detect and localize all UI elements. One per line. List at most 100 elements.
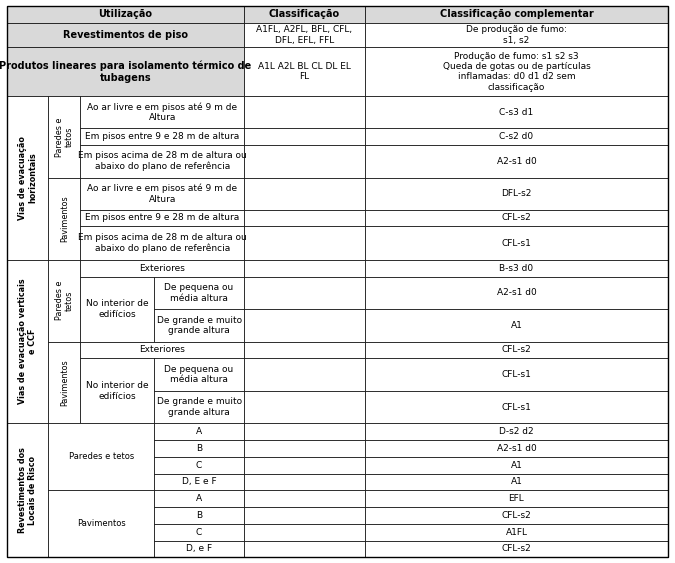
Bar xyxy=(364,23,668,47)
Text: A1L A2L BL CL DL EL
FL: A1L A2L BL CL DL EL FL xyxy=(258,62,351,81)
Bar xyxy=(154,507,244,524)
Text: CFL-s2: CFL-s2 xyxy=(502,346,531,355)
Bar xyxy=(244,96,364,128)
Text: Utilização: Utilização xyxy=(99,10,153,20)
Bar xyxy=(244,309,364,342)
Text: CFL-s1: CFL-s1 xyxy=(502,370,531,379)
Bar xyxy=(364,358,668,391)
Bar xyxy=(364,540,668,557)
Text: Revestimentos dos
Locais de Risco: Revestimentos dos Locais de Risco xyxy=(18,448,37,533)
Text: A1: A1 xyxy=(510,321,522,330)
Text: CFL-s1: CFL-s1 xyxy=(502,239,531,248)
Bar xyxy=(364,226,668,260)
Text: Em pisos entre 9 e 28 m de altura: Em pisos entre 9 e 28 m de altura xyxy=(85,213,240,222)
Bar xyxy=(364,457,668,473)
Bar xyxy=(80,276,154,342)
Text: A: A xyxy=(196,494,202,503)
Text: Paredes e tetos: Paredes e tetos xyxy=(69,453,134,461)
Text: Revestimentos de piso: Revestimentos de piso xyxy=(63,30,188,40)
Text: Em pisos acima de 28 m de altura ou
abaixo do plano de referência: Em pisos acima de 28 m de altura ou abai… xyxy=(78,233,246,253)
Text: Paredes e
tetos: Paredes e tetos xyxy=(55,281,74,320)
Bar xyxy=(364,209,668,226)
Text: B: B xyxy=(196,444,202,453)
Bar xyxy=(364,524,668,540)
Bar xyxy=(244,6,364,23)
Bar xyxy=(244,226,364,260)
Bar xyxy=(364,47,668,96)
Bar xyxy=(364,507,668,524)
Bar xyxy=(49,178,80,260)
Bar xyxy=(49,490,154,557)
Text: No interior de
edifícios: No interior de edifícios xyxy=(86,381,148,400)
Bar xyxy=(364,128,668,145)
Text: Exteriores: Exteriores xyxy=(139,346,185,355)
Text: EFL: EFL xyxy=(508,494,524,503)
Text: A2-s1 d0: A2-s1 d0 xyxy=(497,157,537,166)
Text: De produção de fumo:
s1, s2: De produção de fumo: s1, s2 xyxy=(466,25,567,45)
Bar xyxy=(364,423,668,440)
Bar xyxy=(80,260,244,276)
Bar xyxy=(244,260,364,276)
Bar xyxy=(364,145,668,178)
Bar xyxy=(244,358,364,391)
Text: A1FL: A1FL xyxy=(506,528,527,537)
Bar xyxy=(80,342,244,358)
Bar xyxy=(364,178,668,209)
Text: De grande e muito
grande altura: De grande e muito grande altura xyxy=(157,397,242,417)
Bar xyxy=(80,96,244,128)
Text: D-s2 d2: D-s2 d2 xyxy=(499,427,534,436)
Bar xyxy=(364,490,668,507)
Text: Em pisos acima de 28 m de altura ou
abaixo do plano de referência: Em pisos acima de 28 m de altura ou abai… xyxy=(78,151,246,171)
Text: B-s3 d0: B-s3 d0 xyxy=(500,263,533,272)
Text: Ao ar livre e em pisos até 9 m de
Altura: Ao ar livre e em pisos até 9 m de Altura xyxy=(87,184,238,204)
Bar xyxy=(244,490,364,507)
Text: Classificação: Classificação xyxy=(269,10,340,20)
Bar xyxy=(80,145,244,178)
Text: Vias de evacuação
horizontais: Vias de evacuação horizontais xyxy=(18,136,37,220)
Text: Em pisos entre 9 e 28 m de altura: Em pisos entre 9 e 28 m de altura xyxy=(85,132,240,141)
Bar xyxy=(154,358,244,391)
Bar xyxy=(7,96,49,260)
Bar xyxy=(154,473,244,490)
Bar xyxy=(244,457,364,473)
Text: CFL-s1: CFL-s1 xyxy=(502,403,531,412)
Bar xyxy=(244,473,364,490)
Text: CFL-s2: CFL-s2 xyxy=(502,511,531,520)
Bar xyxy=(49,342,80,423)
Text: A1: A1 xyxy=(510,477,522,486)
Bar xyxy=(7,6,244,23)
Text: B: B xyxy=(196,511,202,520)
Text: C-s3 d1: C-s3 d1 xyxy=(500,108,533,117)
Bar xyxy=(244,23,364,47)
Text: A1FL, A2FL, BFL, CFL,
DFL, EFL, FFL: A1FL, A2FL, BFL, CFL, DFL, EFL, FFL xyxy=(256,25,352,45)
Bar xyxy=(80,178,244,209)
Bar xyxy=(364,391,668,423)
Text: Classificação complementar: Classificação complementar xyxy=(439,10,593,20)
Bar xyxy=(244,540,364,557)
Bar xyxy=(154,276,244,309)
Bar xyxy=(244,391,364,423)
Bar xyxy=(154,540,244,557)
Bar xyxy=(80,226,244,260)
Bar xyxy=(154,440,244,457)
Bar xyxy=(364,309,668,342)
Text: DFL-s2: DFL-s2 xyxy=(502,189,532,198)
Bar xyxy=(154,423,244,440)
Bar xyxy=(49,96,80,178)
Bar xyxy=(364,440,668,457)
Text: D, e F: D, e F xyxy=(186,544,212,553)
Bar xyxy=(7,47,244,96)
Bar xyxy=(364,6,668,23)
Bar xyxy=(364,342,668,358)
Text: CFL-s2: CFL-s2 xyxy=(502,544,531,553)
Bar xyxy=(244,507,364,524)
Bar xyxy=(244,178,364,209)
Text: De grande e muito
grande altura: De grande e muito grande altura xyxy=(157,316,242,335)
Text: Ao ar livre e em pisos até 9 m de
Altura: Ao ar livre e em pisos até 9 m de Altura xyxy=(87,102,238,122)
Text: Produtos lineares para isolamento térmico de
tubagens: Produtos lineares para isolamento térmic… xyxy=(0,61,252,83)
Bar xyxy=(80,209,244,226)
Bar xyxy=(244,342,364,358)
Text: A: A xyxy=(196,427,202,436)
Bar xyxy=(154,309,244,342)
Bar xyxy=(244,128,364,145)
